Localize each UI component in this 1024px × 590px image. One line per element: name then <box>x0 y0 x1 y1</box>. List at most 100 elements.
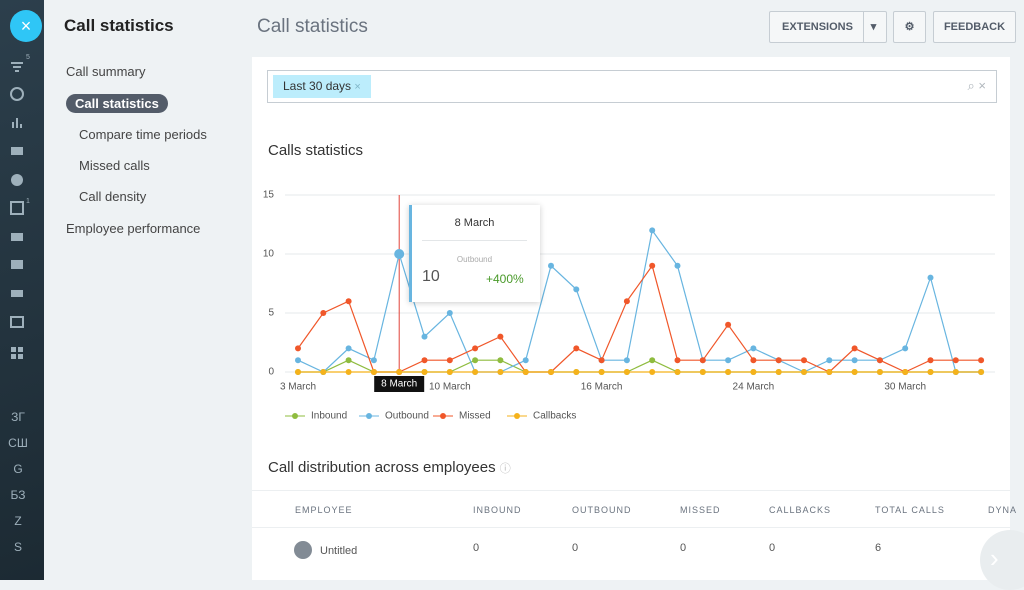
data-point <box>396 369 403 375</box>
legend-label: Inbound <box>311 411 347 422</box>
x-tick-label: 8 March <box>381 379 417 390</box>
search-icons[interactable]: ⌕ × <box>967 78 986 93</box>
data-point <box>674 357 681 364</box>
data-point <box>295 369 301 375</box>
tooltip: 8 March Outbound 10 +400% <box>409 205 540 302</box>
sidebar-label: СШ <box>8 436 28 450</box>
column-header: INBOUND <box>473 505 522 515</box>
data-point <box>370 357 377 364</box>
data-point <box>978 369 985 375</box>
data-point <box>446 310 453 316</box>
x-tick-label: 10 March <box>429 382 471 393</box>
data-point <box>750 345 757 352</box>
table-cell: 0 <box>680 542 687 554</box>
nav-title: Call statistics <box>64 16 174 35</box>
sidebar-label: G <box>13 462 23 476</box>
data-point <box>851 345 858 352</box>
data-point <box>345 298 352 305</box>
legend-label: Callbacks <box>533 411 576 422</box>
feedback-button[interactable]: FEEDBACK <box>933 11 1016 43</box>
y-tick-label: 0 <box>268 367 274 378</box>
sidebar: × 5 1 ЗГ СШ G БЗ Z S <box>0 0 44 580</box>
data-point <box>472 357 479 364</box>
data-point <box>623 369 630 375</box>
table-cell: 6 <box>875 542 882 554</box>
data-point <box>497 369 504 375</box>
close-button[interactable]: × <box>10 10 42 42</box>
nav-item[interactable]: Call statistics <box>66 94 168 113</box>
data-point <box>826 369 833 375</box>
data-point <box>699 369 706 375</box>
nav-item[interactable]: Employee performance <box>66 220 201 236</box>
tooltip-title: 8 March <box>454 217 495 229</box>
filter-chip[interactable]: Last 30 days × <box>273 75 371 98</box>
column-header: TOTAL CALLS <box>875 505 945 515</box>
sidebar-label: БЗ <box>10 488 26 502</box>
data-point <box>775 357 782 364</box>
series-line <box>297 264 982 373</box>
sidebar-label: Z <box>14 514 22 528</box>
tooltip-value: 10 <box>422 268 440 285</box>
data-point <box>902 369 909 375</box>
settings-button[interactable]: ⚙ <box>893 11 926 43</box>
data-point <box>573 369 580 375</box>
data-point <box>851 357 858 364</box>
table-cell: Untitled <box>320 545 358 557</box>
dropdown-arrow[interactable]: ▾ <box>862 12 884 42</box>
column-header: CALLBACKS <box>769 505 832 515</box>
y-tick-label: 15 <box>263 190 275 201</box>
data-point <box>876 357 883 364</box>
extensions-button[interactable]: EXTENSIONS ▾ <box>769 11 887 43</box>
legend-dot <box>514 413 520 419</box>
table-title-text: Call distribution across employees <box>268 459 496 476</box>
chip-label: Last 30 days <box>283 79 352 93</box>
nav-item[interactable]: Call summary <box>66 64 146 79</box>
table-title: Call distribution across employees ⓘ <box>268 459 511 476</box>
content-card <box>252 57 1010 580</box>
column-header: MISSED <box>680 505 721 515</box>
filter-input[interactable]: Last 30 days × ⌕ × <box>267 70 997 103</box>
y-tick-label: 5 <box>268 308 274 319</box>
data-point <box>421 369 428 375</box>
data-point <box>801 357 807 364</box>
data-point <box>497 357 504 364</box>
data-point <box>394 249 405 259</box>
data-point <box>952 357 959 364</box>
table-cell: 0 <box>769 542 776 554</box>
y-tick-label: 10 <box>263 249 275 260</box>
data-point <box>598 357 605 364</box>
button-label: EXTENSIONS <box>782 21 853 33</box>
chart: 0 5 10 15 3 March 8 March 10 March 16 March 24 M… <box>263 190 995 422</box>
nav-item[interactable]: Call density <box>79 189 147 205</box>
data-point <box>851 369 858 375</box>
legend-dot <box>366 413 372 419</box>
data-point <box>497 333 504 340</box>
nav-item[interactable]: Compare time periods <box>79 126 207 142</box>
legend-label: Outbound <box>385 411 429 422</box>
data-point <box>927 369 934 375</box>
data-point <box>472 369 479 375</box>
page-title: Call statistics <box>257 16 368 37</box>
data-point <box>295 357 301 364</box>
column-header: EMPLOYEE <box>295 505 353 515</box>
data-point <box>902 345 909 352</box>
data-point <box>472 345 479 352</box>
data-point <box>345 369 352 375</box>
data-point <box>725 357 732 364</box>
badge: 5 <box>26 54 30 61</box>
data-point <box>345 345 352 352</box>
legend-dot <box>292 413 298 419</box>
data-point <box>750 369 757 375</box>
nav-item[interactable]: Missed calls <box>79 157 150 173</box>
data-point <box>598 369 605 375</box>
data-point <box>725 321 732 328</box>
x-tick-label: 30 March <box>884 382 926 393</box>
data-point <box>775 369 782 375</box>
data-point <box>649 357 656 364</box>
data-point <box>295 345 301 352</box>
data-point <box>548 262 554 269</box>
data-point <box>649 369 656 375</box>
data-point <box>446 357 453 364</box>
x-tick-label: 24 March <box>733 382 775 393</box>
